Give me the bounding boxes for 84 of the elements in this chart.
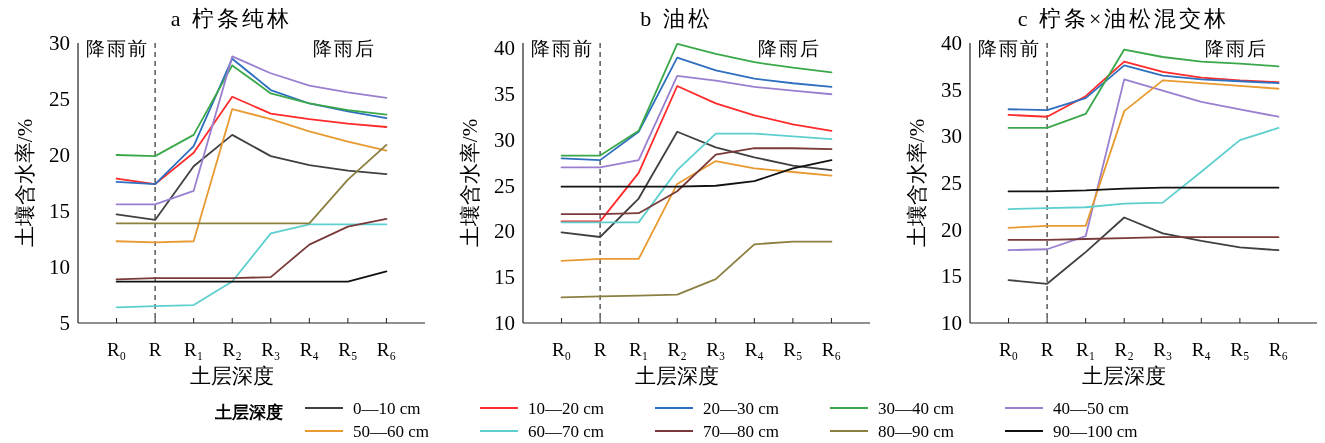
- x-tick-label: R₁: [184, 339, 204, 360]
- y-tick-label: 5: [59, 311, 70, 335]
- y-tick-label: 15: [49, 199, 70, 223]
- annotation: 降雨前: [86, 38, 149, 59]
- chart-title: c 柠条×油松混交林: [1017, 6, 1230, 31]
- x-tick-label: R₅: [783, 339, 803, 360]
- annotation: 降雨前: [531, 38, 594, 59]
- line-series: [115, 217, 388, 281]
- line-series: [115, 108, 388, 244]
- y-tick-label: 20: [941, 217, 962, 242]
- x-tick-label: R₃: [706, 339, 726, 360]
- x-tick-label: R₀: [551, 339, 572, 360]
- x-tick-label: R₁: [1076, 339, 1096, 360]
- x-tick-label: R₂: [667, 339, 687, 360]
- x-tick-label: R₀: [106, 339, 127, 360]
- y-tick-label: 10: [941, 311, 962, 335]
- legend-label: 20—30 cm: [703, 399, 780, 418]
- x-tick-label: R: [1040, 339, 1054, 360]
- line-series: [560, 160, 833, 262]
- chart-title: a 柠条纯林: [170, 6, 293, 31]
- x-tick-label: R₄: [1191, 339, 1211, 360]
- legend-label: 40—50 cm: [1053, 399, 1130, 418]
- y-tick-label: 25: [494, 173, 515, 198]
- x-axis-title: 土层深度: [189, 364, 274, 388]
- legend-label: 0—10 cm: [353, 399, 421, 418]
- y-tick-label: 35: [494, 82, 515, 107]
- line-series: [560, 56, 833, 162]
- y-tick-label: 15: [941, 264, 962, 289]
- y-tick-label: 30: [941, 124, 962, 149]
- legend-label: 60—70 cm: [528, 422, 605, 441]
- annotation: 降雨后: [758, 38, 822, 59]
- legend-label: 10—20 cm: [528, 399, 605, 418]
- y-tick-label: 40: [494, 36, 515, 61]
- y-tick-label: 15: [494, 265, 515, 290]
- x-tick-label: R₄: [744, 339, 764, 360]
- line-series: [560, 240, 833, 299]
- annotation: 降雨后: [1205, 38, 1269, 59]
- x-tick-label: R₂: [1114, 339, 1134, 360]
- legend-label: 80—90 cm: [878, 422, 955, 441]
- x-tick-label: R: [593, 339, 607, 360]
- x-tick-label: R: [148, 339, 162, 360]
- x-tick-label: R₅: [338, 339, 358, 360]
- x-axis-title: 土层深度: [634, 364, 719, 388]
- y-axis-title: 土壤含水率/%: [458, 118, 482, 248]
- line-series: [1007, 60, 1280, 118]
- y-tick-label: 25: [941, 171, 962, 195]
- y-tick-label: 20: [49, 143, 70, 167]
- x-tick-label: R₄: [299, 339, 319, 360]
- x-tick-label: R₆: [821, 339, 842, 360]
- y-tick-label: 10: [49, 255, 70, 279]
- y-axis-title: 土壤含水率/%: [13, 118, 37, 248]
- y-tick-label: 35: [941, 77, 962, 102]
- x-tick-label: R₆: [376, 339, 397, 360]
- line-series: [115, 95, 388, 186]
- line-series: [1007, 64, 1280, 112]
- annotation: 降雨前: [978, 38, 1041, 59]
- legend-label: 90—100 cm: [1053, 422, 1138, 441]
- y-axis-title: 土壤含水率/%: [905, 118, 929, 248]
- line-series: [115, 223, 388, 309]
- legend-label: 30—40 cm: [878, 399, 955, 418]
- legend-label: 70—80 cm: [703, 422, 780, 441]
- x-axis-title: 土层深度: [1081, 364, 1166, 388]
- y-tick-label: 30: [494, 127, 515, 152]
- line-series: [560, 159, 833, 188]
- x-tick-label: R₀: [998, 339, 1019, 360]
- annotation: 降雨后: [313, 38, 377, 59]
- legend-label: 50—60 cm: [353, 422, 430, 441]
- legend-title: 土层深度: [214, 403, 283, 422]
- line-series: [115, 64, 388, 158]
- x-tick-label: R₃: [261, 339, 281, 360]
- y-tick-label: 25: [49, 87, 70, 111]
- y-tick-label: 30: [49, 31, 70, 55]
- line-series: [1007, 127, 1280, 211]
- y-tick-label: 10: [494, 311, 515, 335]
- x-tick-label: R₆: [1268, 339, 1289, 360]
- line-series: [560, 75, 833, 169]
- y-tick-label: 40: [941, 31, 962, 55]
- y-tick-label: 20: [494, 219, 515, 244]
- x-tick-label: R₅: [1230, 339, 1250, 360]
- chart-title: b 油松: [640, 6, 713, 31]
- x-tick-label: R₃: [1153, 339, 1173, 360]
- line-series: [560, 147, 833, 216]
- x-tick-label: R₁: [629, 339, 649, 360]
- x-tick-label: R₂: [222, 339, 242, 360]
